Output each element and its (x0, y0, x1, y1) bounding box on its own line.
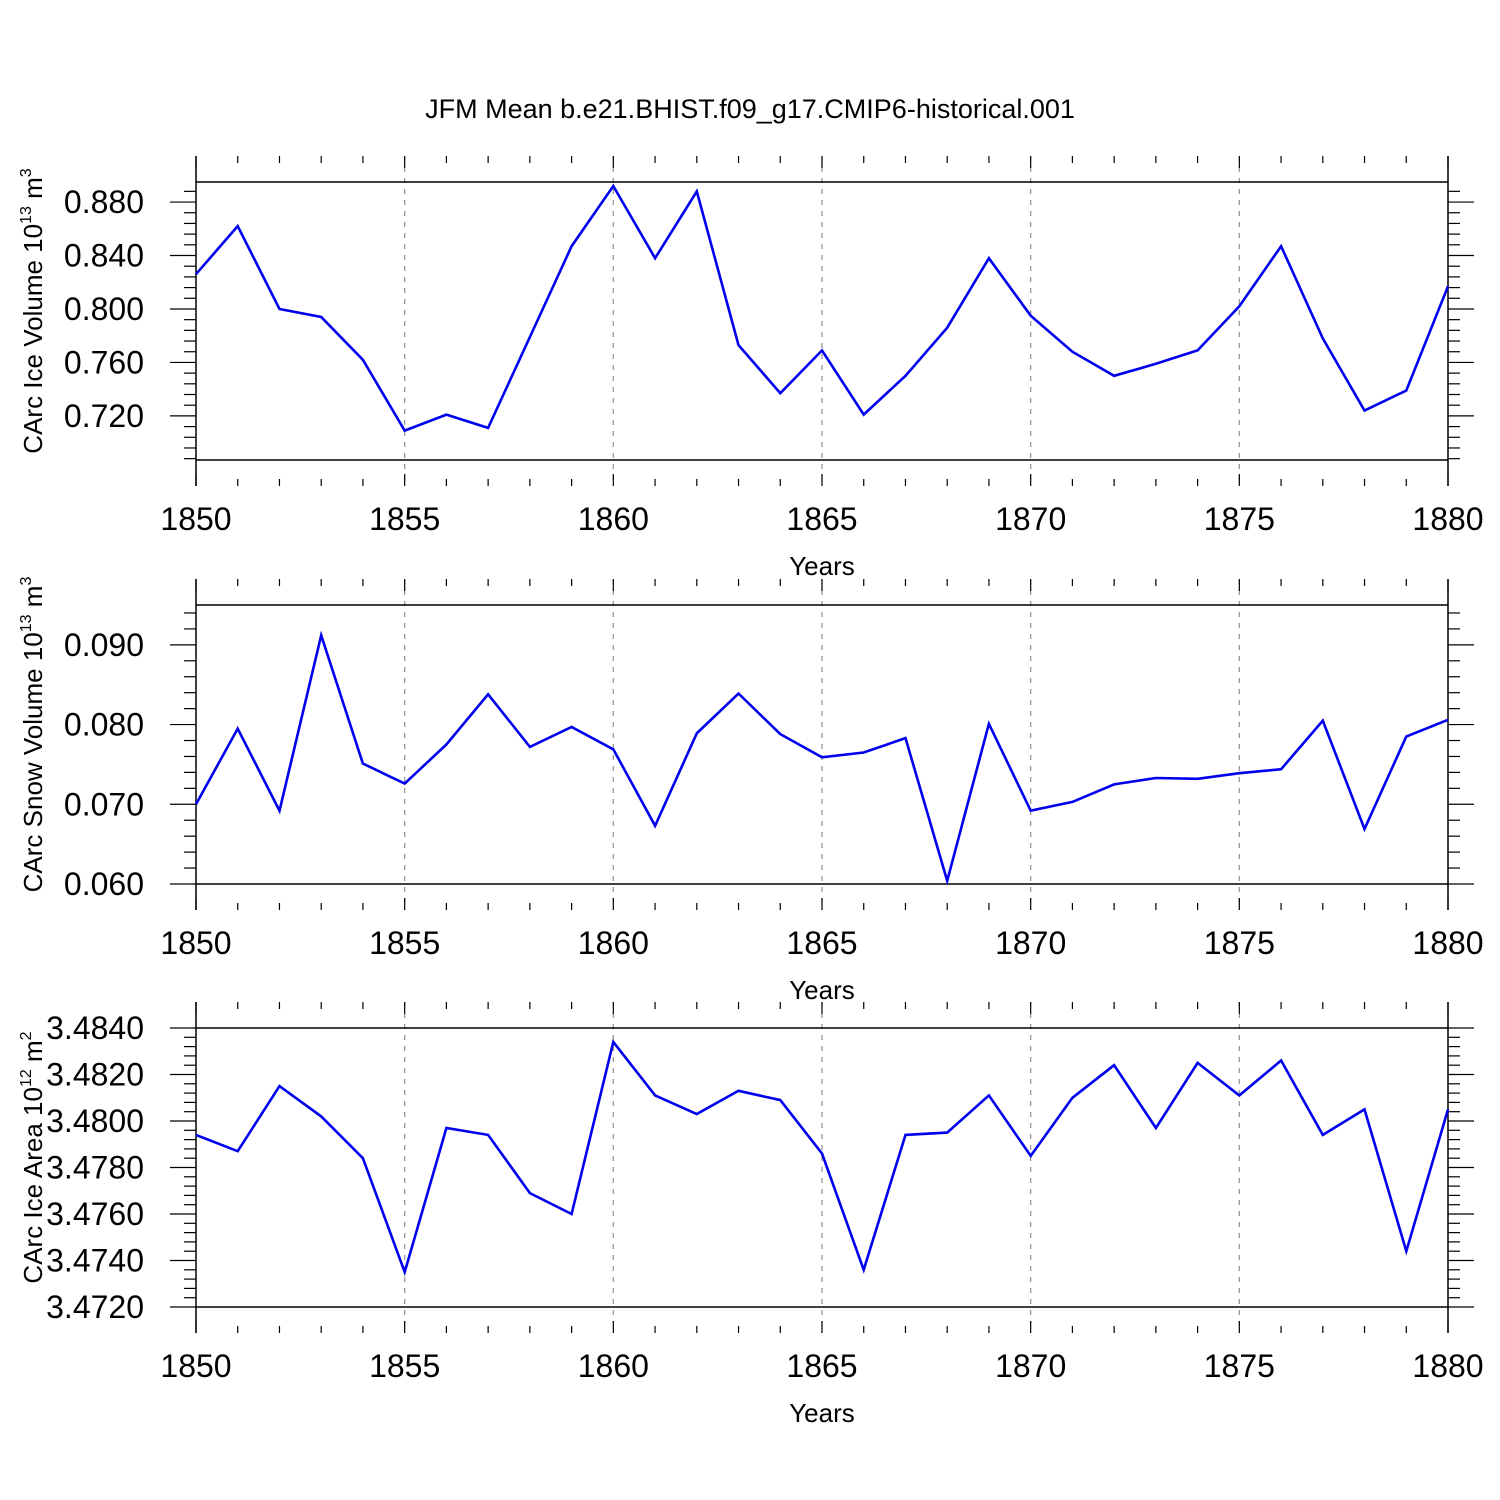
x-axis-label: Years (789, 551, 855, 581)
y-tick-label: 0.800 (64, 291, 144, 327)
chart-title: JFM Mean b.e21.BHIST.f09_g17.CMIP6-histo… (425, 94, 1075, 124)
chart-panel-2: 1850 1855 1860 1865 1870 1875 1880 Years 0.060 0.… (18, 577, 1484, 1005)
y-tick-label: 0.070 (64, 786, 144, 822)
x-tick-label: 1865 (786, 501, 857, 537)
x-tick-label: 1870 (995, 925, 1066, 961)
y-tick-label: 3.4800 (46, 1103, 144, 1139)
x-tick-label: 1880 (1412, 501, 1483, 537)
x-tick-label: 1875 (1204, 501, 1275, 537)
y-tick-label: 0.060 (64, 866, 144, 902)
y-axis-label-unit: m (18, 586, 48, 615)
y-axis-label-exponent: 12 (18, 1069, 35, 1087)
x-tick-label: 1860 (578, 501, 649, 537)
x-axis-label: Years (789, 1398, 855, 1428)
y-tick-label: 0.720 (64, 398, 144, 434)
x-tick-label: 1855 (369, 925, 440, 961)
y-axis-label-unit: m (18, 177, 48, 206)
y-tick-label: 3.4820 (46, 1057, 144, 1093)
y-tick-label: 0.080 (64, 707, 144, 743)
y-axis-label-unit: m (18, 1040, 48, 1069)
y-tick-label: 3.4780 (46, 1150, 144, 1186)
y-tick-label: 0.760 (64, 344, 144, 380)
y-tick-label: 3.4760 (46, 1196, 144, 1232)
y-axis-label: CArc Ice Area 1012 m2 (18, 1031, 48, 1283)
y-axis-label-text: CArc Ice Area 10 (18, 1087, 48, 1284)
chart-panel-3: 1850 1855 1860 1865 1870 1875 1880 Years 3.4720 3… (18, 1002, 1484, 1428)
x-tick-label: 1865 (786, 1348, 857, 1384)
y-tick-label: 3.4720 (46, 1289, 144, 1325)
x-tick-label: 1875 (1204, 925, 1275, 961)
y-axis-label-text: CArc Snow Volume 10 (18, 632, 48, 892)
y-tick-label: 0.840 (64, 238, 144, 274)
series-line (195, 183, 1450, 433)
x-axis-label: Years (789, 975, 855, 1005)
x-tick-label: 1880 (1412, 1348, 1483, 1384)
x-tick-label: 1880 (1412, 925, 1483, 961)
x-tick-label: 1850 (160, 925, 231, 961)
x-tick-label: 1875 (1204, 1348, 1275, 1384)
x-tick-label: 1850 (160, 1348, 231, 1384)
y-axis-label-exponent: 13 (18, 614, 35, 632)
y-axis-label-unit-exponent: 3 (18, 168, 35, 177)
x-tick-label: 1850 (160, 501, 231, 537)
y-axis-label: CArc Ice Volume 1013 m3 (18, 168, 48, 453)
y-tick-label: 3.4740 (46, 1243, 144, 1279)
x-tick-label: 1855 (369, 501, 440, 537)
x-tick-label: 1870 (995, 1348, 1066, 1384)
x-tick-label: 1870 (995, 501, 1066, 537)
x-tick-label: 1860 (578, 1348, 649, 1384)
y-axis-label: CArc Snow Volume 1013 m3 (18, 577, 48, 893)
x-tick-label: 1860 (578, 925, 649, 961)
y-tick-label: 0.090 (64, 627, 144, 663)
chart-panel-1: 1850 1855 1860 1865 1870 1875 1880 Years 0.720 0.… (18, 156, 1484, 581)
series-line (194, 630, 1449, 886)
series-line (195, 1038, 1450, 1277)
y-tick-label: 3.4840 (46, 1010, 144, 1046)
y-axis-label-unit-exponent: 3 (18, 577, 35, 586)
x-tick-label: 1855 (369, 1348, 440, 1384)
y-axis-label-exponent: 13 (18, 206, 35, 224)
y-tick-label: 0.880 (64, 184, 144, 220)
y-axis-label-unit-exponent: 2 (18, 1031, 35, 1040)
y-axis-label-text: CArc Ice Volume 10 (18, 224, 48, 454)
x-tick-label: 1865 (786, 925, 857, 961)
